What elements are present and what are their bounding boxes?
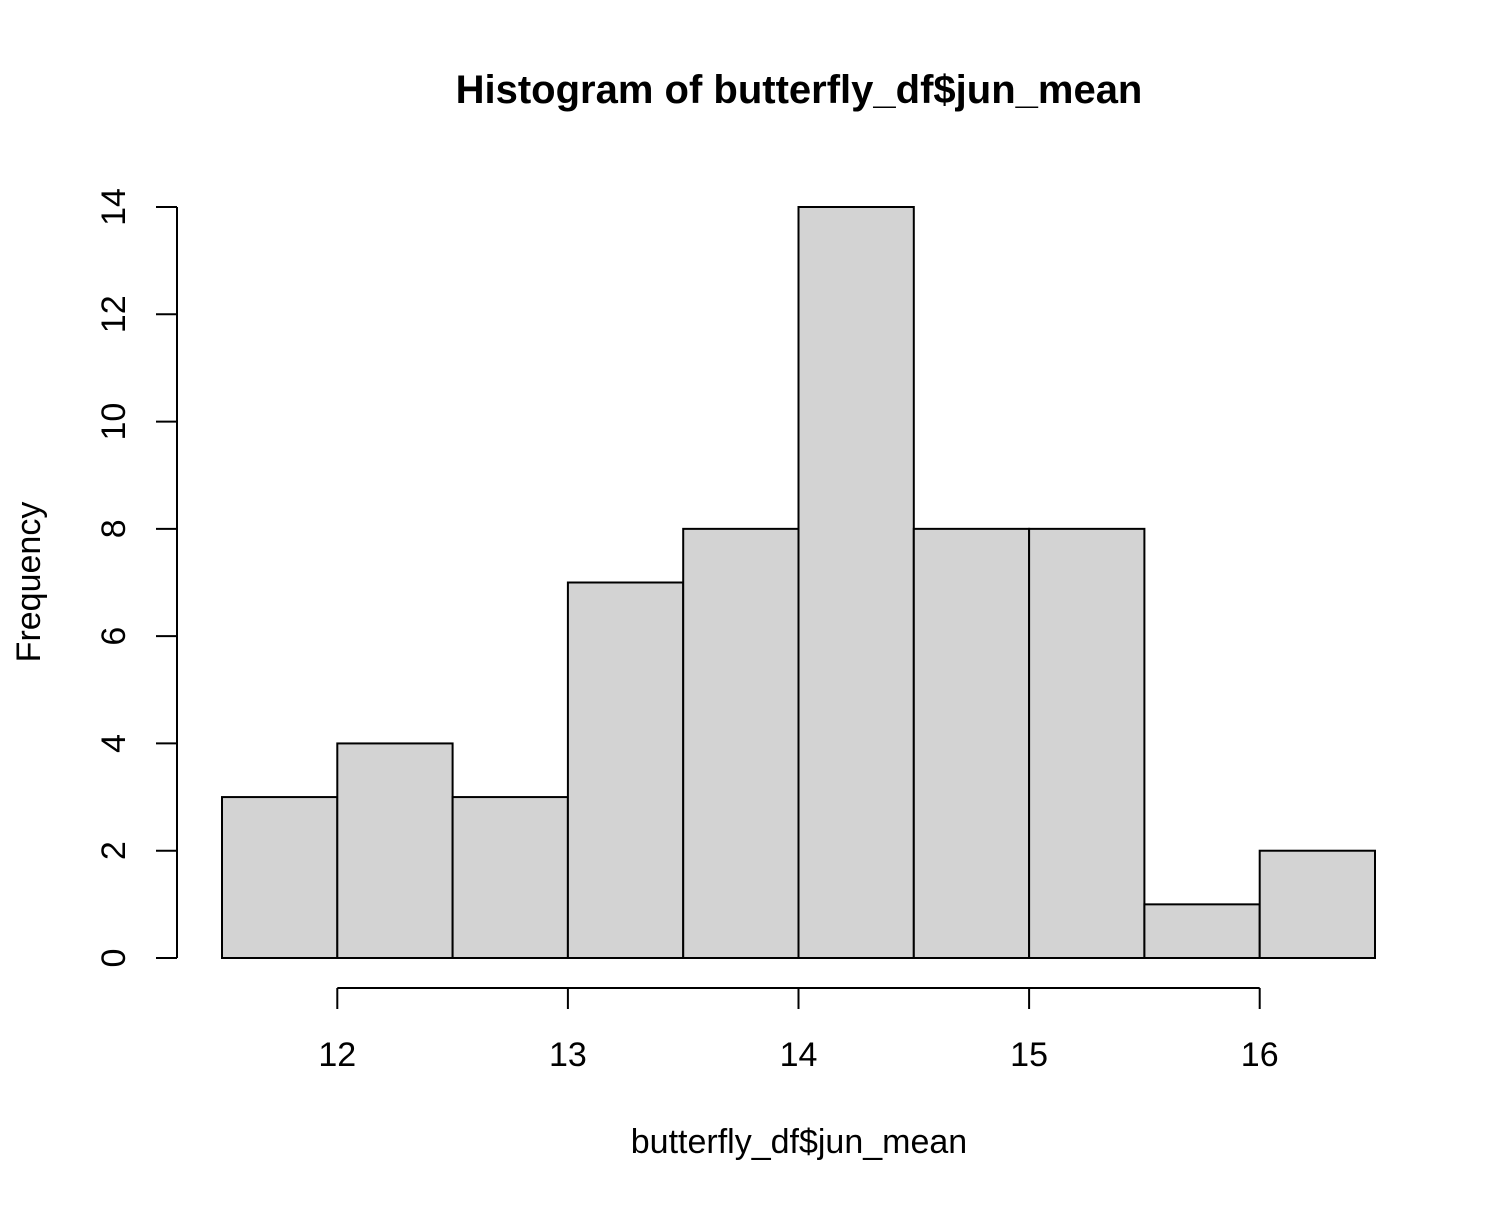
y-tick-label: 6 [95,627,133,646]
y-tick-label: 4 [95,734,133,753]
chart-title: Histogram of butterfly_df$jun_mean [456,68,1143,112]
histogram-bar [221,796,339,959]
x-tick-label: 13 [549,1036,587,1074]
y-axis: 0 2 4 6 8 10 12 14 [95,188,178,968]
histogram-bar [566,581,685,959]
y-tick-label: 8 [95,519,133,538]
y-axis-label: Frequency [10,502,48,663]
histogram-bar [336,742,454,960]
x-axis-label: butterfly_df$jun_mean [631,1123,967,1161]
y-tick-label: 12 [95,295,133,333]
histogram-bar [797,206,915,959]
x-tick-label: 14 [780,1036,818,1074]
y-tick-label: 0 [95,949,133,968]
x-tick-label: 15 [1010,1036,1048,1074]
y-tick-label: 2 [95,841,133,860]
y-tick-label: 14 [95,188,133,226]
histogram-bar [1258,849,1376,960]
histogram-bar [912,527,1031,959]
histogram-bar [451,796,569,959]
x-tick-label: 12 [318,1036,356,1074]
histogram-bar [1143,903,1261,959]
histogram-bar [682,527,800,959]
y-tick-label: 10 [95,403,133,441]
histogram-bars [221,206,1376,960]
x-axis: 12 13 14 15 16 [318,987,1279,1074]
histogram-bar [1028,527,1146,959]
x-tick-label: 16 [1241,1036,1279,1074]
